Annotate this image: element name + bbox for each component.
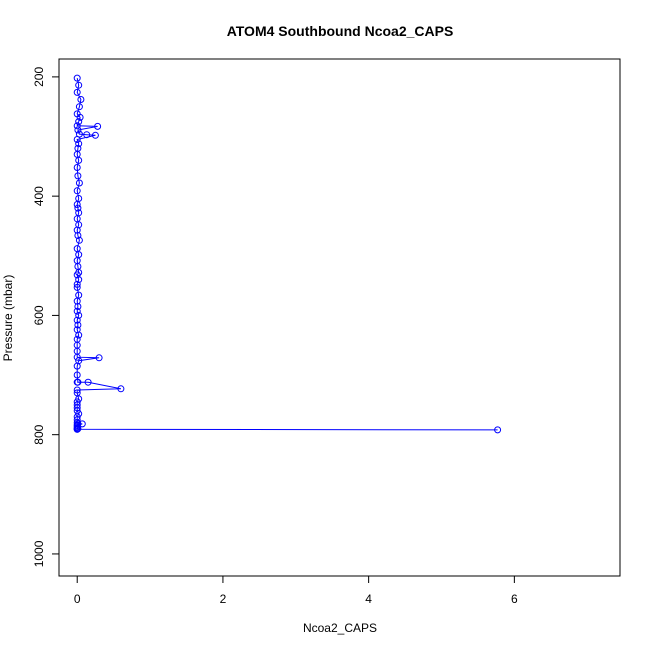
data-point — [117, 385, 125, 393]
data-point — [73, 362, 81, 370]
series-lines — [76, 77, 498, 431]
data-point — [75, 276, 83, 284]
data-point — [75, 179, 83, 187]
data-point — [73, 316, 81, 324]
data-point — [73, 386, 81, 394]
x-tick-label: 2 — [220, 592, 227, 606]
data-point — [73, 371, 81, 379]
y-tick-label: 600 — [32, 305, 46, 325]
data-point — [74, 303, 82, 310]
data-point — [75, 331, 83, 339]
data-point — [94, 122, 102, 130]
data-point — [75, 140, 83, 148]
data-point — [74, 232, 82, 239]
x-axis-label: Ncoa2_CAPS — [303, 621, 377, 635]
data-point — [74, 172, 82, 180]
data-point — [74, 204, 82, 212]
data-point — [76, 113, 84, 121]
data-point — [73, 201, 81, 208]
data-point — [74, 126, 82, 134]
data-point — [73, 280, 81, 288]
data-point — [73, 74, 81, 82]
series-line — [76, 77, 498, 431]
data-point — [73, 122, 81, 130]
plot-frame — [58, 58, 621, 577]
data-point — [73, 297, 81, 305]
data-point — [74, 321, 82, 329]
x-tick-label: 0 — [74, 592, 81, 606]
y-tick-label: 200 — [32, 67, 46, 87]
y-axis-label: Pressure (mbar) — [1, 275, 15, 362]
data-point — [91, 131, 99, 139]
data-point — [75, 103, 83, 111]
chart-title: ATOM4 Southbound Ncoa2_CAPS — [227, 23, 454, 39]
data-point — [73, 136, 81, 143]
data-point — [73, 164, 81, 171]
data-point — [75, 81, 83, 89]
data-point — [73, 307, 81, 315]
data-point — [84, 378, 92, 386]
data-point — [494, 426, 502, 434]
data-point — [73, 88, 81, 96]
data-point — [95, 354, 103, 362]
data-point — [73, 187, 81, 195]
data-point — [73, 425, 81, 433]
data-point — [75, 236, 83, 244]
data-point — [75, 311, 83, 319]
x-tick-label: 4 — [365, 592, 372, 606]
data-point — [75, 156, 83, 164]
data-point — [83, 131, 91, 139]
data-point — [73, 353, 81, 361]
data-point — [77, 96, 85, 103]
series-points — [73, 74, 502, 434]
y-axis: 200 400 600 800 1000 — [32, 67, 60, 567]
data-point — [73, 271, 81, 279]
x-axis: 0 2 4 6 — [74, 575, 518, 606]
y-tick-label: 1000 — [32, 540, 46, 567]
data-point — [73, 378, 81, 386]
y-tick-label: 800 — [32, 424, 46, 444]
x-tick-label: 6 — [511, 592, 518, 606]
data-point — [73, 283, 81, 291]
data-point — [75, 118, 83, 126]
y-tick-label: 400 — [32, 186, 46, 206]
data-point — [73, 226, 81, 234]
